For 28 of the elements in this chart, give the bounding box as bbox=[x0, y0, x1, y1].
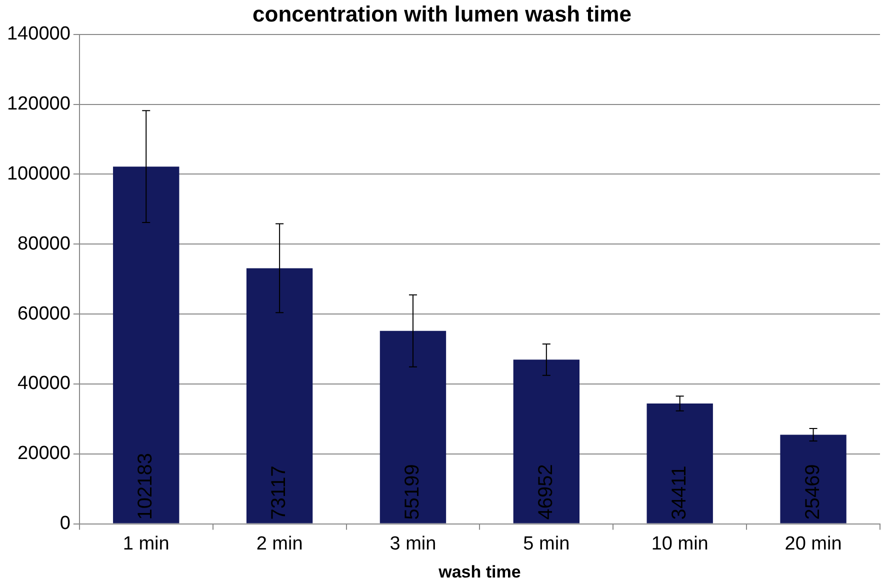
y-tick-label: 0 bbox=[60, 513, 70, 534]
data-label: 25469 bbox=[802, 464, 824, 520]
bar bbox=[380, 330, 446, 524]
bar bbox=[113, 166, 180, 524]
data-label: 46952 bbox=[534, 464, 557, 520]
x-tick-label: 20 min bbox=[784, 533, 842, 554]
y-tick-label: 80000 bbox=[18, 233, 70, 254]
data-label: 55199 bbox=[402, 464, 424, 520]
x-axis-title: wash time bbox=[438, 562, 521, 582]
data-label: 102183 bbox=[134, 453, 157, 520]
x-tick-label: 1 min bbox=[122, 533, 170, 554]
data-label: 73117 bbox=[268, 466, 290, 520]
bar bbox=[246, 268, 313, 524]
data-label: 34411 bbox=[668, 466, 690, 520]
y-tick-label: 120000 bbox=[6, 94, 70, 115]
x-tick-label: 2 min bbox=[256, 533, 303, 554]
bar bbox=[513, 360, 580, 524]
y-tick-label: 20000 bbox=[18, 443, 70, 464]
bar bbox=[780, 434, 846, 524]
y-tick-label: 40000 bbox=[18, 373, 70, 394]
x-tick-label: 3 min bbox=[390, 533, 436, 554]
bar bbox=[646, 404, 713, 524]
x-tick-label: 5 min bbox=[523, 533, 570, 554]
y-tick-label: 60000 bbox=[18, 303, 70, 324]
y-tick-label: 100000 bbox=[6, 163, 70, 184]
y-tick-label: 140000 bbox=[6, 24, 70, 45]
chart-title: concentration with lumen wash time bbox=[252, 1, 632, 26]
x-tick-label: 10 min bbox=[651, 533, 708, 554]
